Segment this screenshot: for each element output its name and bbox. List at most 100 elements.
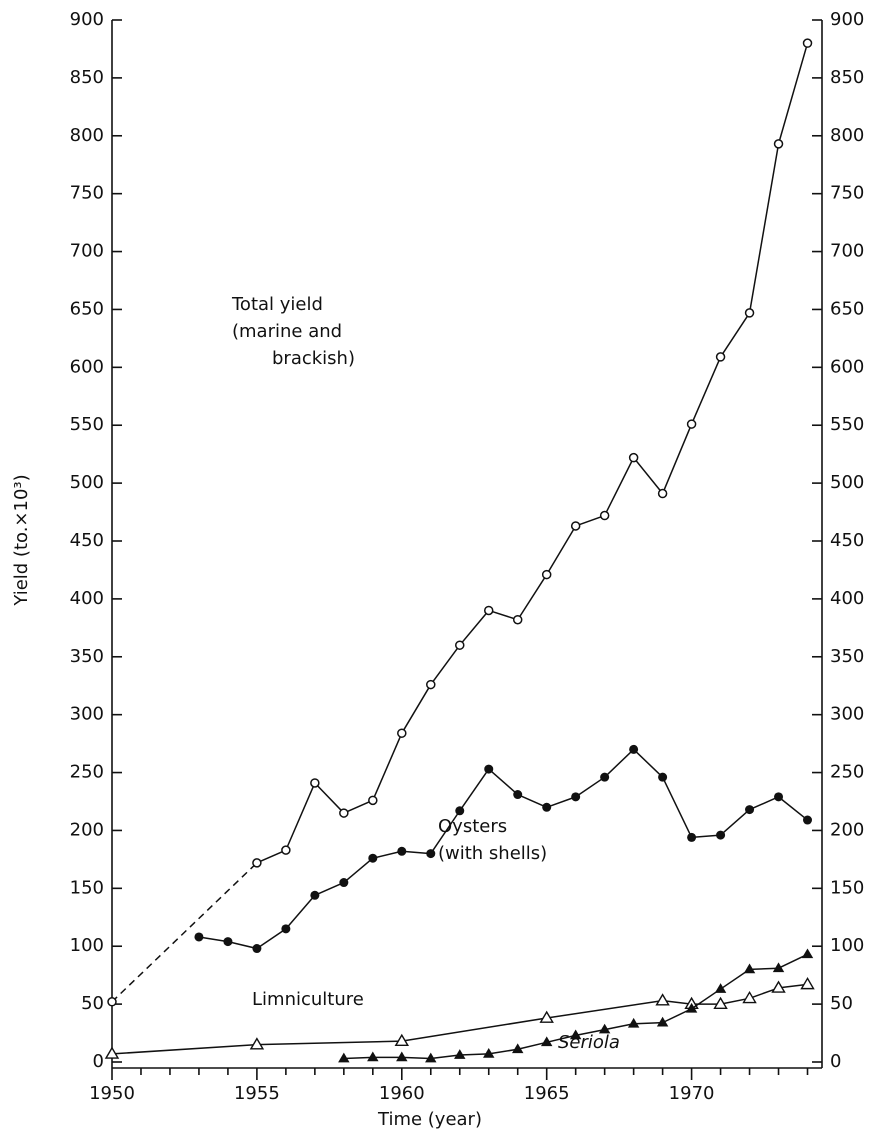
line-segment [778,983,808,989]
point [455,806,465,816]
y-tick-label: 450 [70,530,104,551]
line-segment [778,953,808,969]
line-segment [546,525,577,575]
line-segment [662,999,692,1005]
y2-tick-label: 50 [830,993,853,1014]
series-label: (with shells) [438,843,547,864]
point [571,792,581,802]
y-tick-label: 700 [70,241,104,262]
line-segment [285,782,316,851]
line-segment [459,609,490,646]
line-segment [198,936,229,943]
point [771,980,786,993]
y-tick-label: 850 [70,67,104,88]
y-tick-label: 200 [70,819,104,840]
point [483,1048,495,1058]
point [802,38,813,48]
y2-tick-label: 300 [830,704,864,725]
line-segment [749,796,779,811]
line-segment [633,748,664,778]
point [368,795,378,806]
line-segment [575,514,605,527]
line-segment [372,850,402,859]
point [397,728,407,738]
point [396,1051,408,1062]
point [600,772,610,782]
line-segment [633,1021,663,1025]
point [513,790,523,800]
point [742,990,757,1004]
y-tick-label: 150 [70,877,104,898]
line-segment [459,768,490,812]
point [657,488,668,499]
point [801,948,814,959]
point [540,1036,553,1047]
point [628,452,639,463]
line-segment [488,609,518,621]
y-tick-label: 100 [70,935,104,956]
line-segment [575,1028,605,1037]
point [800,977,815,990]
point [394,1033,410,1047]
point [744,308,755,318]
y-tick-label: 50 [81,993,104,1014]
line-segment [372,732,403,801]
y-tick-label: 750 [70,183,104,204]
line-segment [748,143,780,314]
x-tick-label: 1955 [234,1083,280,1104]
line-segment [343,799,374,814]
line-segment [256,849,287,864]
line-segment [343,857,374,884]
point [570,521,581,531]
line-segment [604,1023,634,1031]
line-segment [777,42,809,145]
y-tick-label: 550 [70,414,104,435]
y-tick-label: 600 [70,356,104,377]
point [629,744,639,754]
line-segment [604,748,635,778]
line-segment [546,999,663,1019]
x-tick-label: 1970 [669,1083,715,1104]
line-segment [778,796,808,821]
line-segment [517,1041,547,1050]
series-label: brackish) [272,348,355,369]
line-segment [546,796,576,808]
line-segment [111,862,258,1003]
point [339,808,349,818]
point [655,993,670,1006]
point [454,1049,466,1059]
line-segment [488,768,519,796]
point [338,1052,350,1063]
y-tick-label: 250 [70,762,104,783]
y-axis-label: Yield (to.×10³) [11,474,32,606]
point [512,614,523,625]
line-segment [719,312,751,358]
x-tick-label: 1960 [379,1083,425,1104]
line-segment [459,1053,489,1056]
line-segment [430,810,461,855]
point [425,1052,437,1063]
point [598,1023,611,1034]
point [194,932,204,942]
line-segment [662,1008,692,1024]
series-label: Limniculture [252,989,364,1010]
point [803,815,813,825]
line-segment [256,928,287,950]
line-segment [633,457,664,495]
line-segment [546,1034,576,1044]
point [483,605,494,616]
line-segment [690,356,722,425]
point [542,802,552,812]
line-segment [401,1056,431,1060]
point [281,924,291,934]
y2-tick-label: 850 [830,67,864,88]
point [743,963,756,974]
line-segment [661,423,693,494]
line-segment [430,644,461,686]
y2-tick-label: 400 [830,588,864,609]
point [223,937,233,947]
point [627,1017,640,1028]
line-segment [430,1054,460,1060]
point [310,778,320,788]
point [426,849,436,859]
